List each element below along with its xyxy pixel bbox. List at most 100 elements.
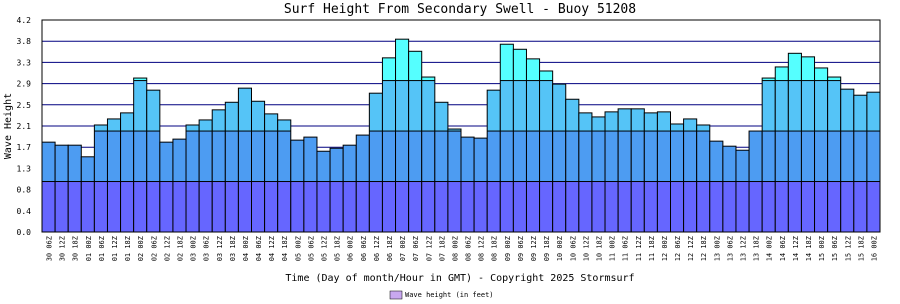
bar: [159, 141, 174, 233]
x-tick-label: 13 18Z: [753, 236, 761, 261]
bar: [591, 116, 606, 233]
x-tick-label: 01 00Z: [85, 236, 93, 261]
bar: [41, 141, 56, 233]
bar: [290, 139, 305, 233]
x-tick-label: 12 00Z: [661, 236, 669, 261]
x-tick-label: 14 06Z: [779, 236, 787, 261]
x-tick-label: 30 18Z: [72, 236, 80, 261]
x-tick-label: 04 12Z: [268, 236, 276, 261]
bar: [251, 100, 266, 233]
x-tick-label: 15 06Z: [831, 236, 839, 261]
bar: [434, 101, 449, 233]
x-tick-label: 07 00Z: [399, 236, 407, 261]
x-tick-label: 01 18Z: [124, 236, 132, 261]
x-tick-label: 08 18Z: [491, 236, 499, 261]
bar: [80, 156, 95, 233]
bar: [460, 136, 475, 233]
x-tick-label: 30 12Z: [59, 236, 67, 261]
bar: [552, 83, 567, 233]
bar: [840, 88, 855, 233]
y-tick-label: 1.3: [17, 164, 32, 173]
x-tick-label: 30 06Z: [46, 236, 54, 261]
bar: [670, 123, 685, 233]
x-tick-label: 13 00Z: [713, 236, 721, 261]
bar: [408, 50, 423, 233]
chart-title: Surf Height From Secondary Swell - Buoy …: [284, 2, 636, 17]
y-tick-label: 1.7: [17, 143, 32, 152]
bar: [447, 128, 462, 233]
x-tick-label: 05 06Z: [307, 236, 315, 261]
x-tick-label: 10 00Z: [556, 236, 564, 261]
y-tick-label: 0.8: [17, 186, 32, 195]
bar: [604, 111, 619, 233]
bar: [106, 118, 122, 233]
y-tick-label: 4.2: [17, 16, 32, 25]
x-tick-label: 02 18Z: [176, 236, 184, 261]
y-tick-label: 2.9: [17, 80, 32, 89]
x-tick-label: 15 18Z: [857, 236, 865, 261]
x-tick-label: 02 00Z: [137, 236, 145, 261]
bar: [486, 89, 501, 233]
x-tick-label: 05 18Z: [334, 236, 342, 261]
bar: [539, 70, 554, 233]
x-tick-label: 12 12Z: [687, 236, 695, 261]
bar: [133, 77, 148, 233]
x-tick-label: 14 00Z: [766, 236, 774, 261]
x-tick-label: 11 00Z: [609, 236, 617, 261]
x-tick-label: 05 12Z: [321, 236, 329, 261]
bar: [303, 136, 318, 233]
bar: [329, 147, 344, 233]
bar: [316, 150, 331, 233]
bar: [512, 48, 527, 233]
x-tick-label: 08 06Z: [465, 236, 473, 261]
x-tick-label: 02 12Z: [163, 236, 171, 261]
bar: [146, 89, 161, 233]
bar: [525, 58, 541, 233]
x-tick-label: 03 18Z: [229, 236, 237, 261]
x-tick-label: 14 18Z: [805, 236, 813, 261]
bar: [277, 119, 292, 233]
bar: [499, 43, 514, 233]
bar: [93, 124, 108, 233]
bar: [264, 113, 279, 233]
x-tick-label: 09 18Z: [543, 236, 551, 261]
x-tick-label: 15 00Z: [818, 236, 826, 261]
y-tick-label: 2.5: [17, 101, 32, 110]
bar: [198, 119, 213, 233]
x-tick-label: 12 06Z: [674, 236, 682, 261]
legend-swatch: [389, 290, 403, 300]
bar: [172, 138, 187, 233]
legend-label: Wave height (in feet): [405, 291, 494, 299]
x-tick-label: 15 12Z: [844, 236, 852, 261]
x-tick-label: 04 18Z: [281, 236, 289, 261]
x-tick-label: 12 18Z: [700, 236, 708, 261]
bar: [565, 98, 580, 233]
bar: [853, 94, 868, 233]
x-tick-label: 13 12Z: [740, 236, 748, 261]
x-tick-label: 06 06Z: [360, 236, 368, 261]
y-tick-label: 2.1: [17, 122, 32, 131]
bar: [211, 109, 226, 233]
bar: [224, 101, 239, 233]
y-tick-label: 0.4: [17, 207, 32, 216]
bar: [656, 111, 671, 233]
x-tick-label: 04 06Z: [255, 236, 263, 261]
bar: [709, 140, 724, 233]
bar: [355, 134, 370, 233]
x-tick-label: 16 00Z: [870, 236, 878, 261]
plot-border: [41, 19, 881, 233]
bar: [696, 124, 711, 233]
bar: [368, 92, 383, 233]
y-tick-label: 3.8: [17, 37, 32, 46]
bar: [237, 87, 252, 233]
x-tick-label: 11 12Z: [635, 236, 643, 261]
x-tick-label: 06 18Z: [386, 236, 394, 261]
bar: [395, 38, 410, 233]
x-tick-label: 08 12Z: [478, 236, 486, 261]
bar: [381, 57, 397, 233]
bar: [67, 144, 82, 233]
x-tick-label: 13 06Z: [726, 236, 734, 261]
x-tick-label: 10 12Z: [582, 236, 590, 261]
bar: [342, 144, 357, 233]
